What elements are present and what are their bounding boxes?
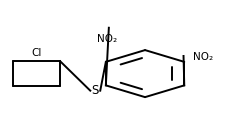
Text: Cl: Cl bbox=[31, 48, 42, 58]
Text: NO₂: NO₂ bbox=[96, 34, 117, 44]
Text: NO₂: NO₂ bbox=[193, 52, 213, 62]
Text: S: S bbox=[92, 84, 99, 97]
